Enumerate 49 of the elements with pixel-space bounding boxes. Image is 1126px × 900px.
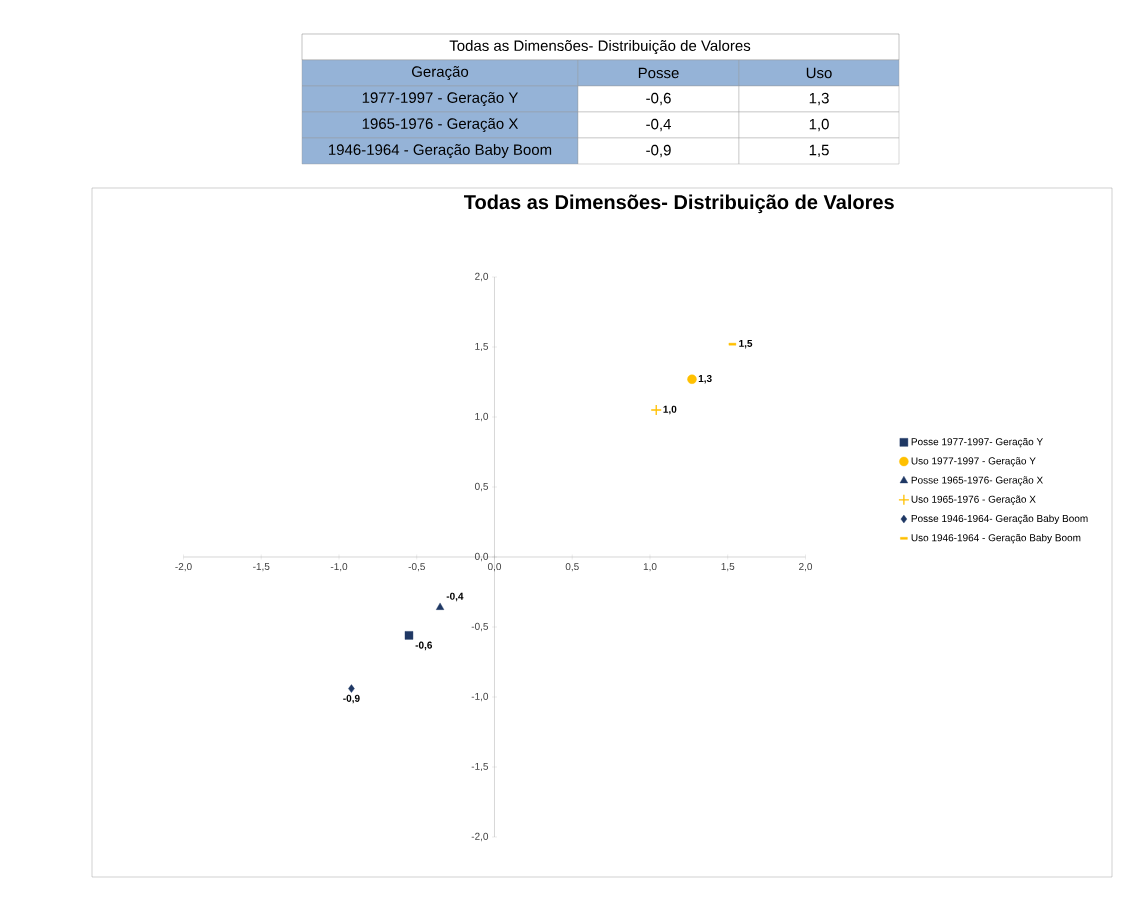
x-tick-label: -0,5	[408, 563, 425, 572]
y-tick-label: 1,5	[475, 342, 489, 352]
point	[404, 631, 414, 640]
y-tick-label: 2,0	[475, 272, 489, 282]
text: Todas as Dimensões- Distribuição de Valores	[449, 39, 751, 55]
data-label: 1,3	[698, 374, 712, 384]
legend-label: Posse 1977-1997- Geração Y	[911, 437, 1043, 448]
text: 1,3	[809, 92, 829, 106]
text: 1,5	[809, 144, 829, 158]
data-label: 1,5	[739, 339, 753, 349]
x-tick-label: 1,5	[721, 563, 735, 572]
text: 1965-1976 - Geração X	[362, 118, 519, 132]
point	[687, 374, 697, 384]
data-label: -0,4	[446, 592, 464, 602]
y-tick-label: 0,5	[474, 482, 489, 492]
y-tick-label: -1,0	[471, 692, 489, 702]
legend-label: Posse 1965-1976- Geração X	[911, 476, 1043, 486]
text: Posse	[638, 67, 679, 79]
x-tick-label: 0,5	[565, 563, 579, 572]
x-tick-label: -2,0	[175, 563, 192, 572]
text: -0,4	[646, 118, 671, 132]
point	[435, 602, 445, 610]
legend-label: Posse 1946-1964- Geração Baby Boom	[911, 514, 1088, 525]
y-tick-label: -0,5	[471, 622, 489, 632]
text: 1946-1964 - Geração Baby Boom	[329, 143, 552, 159]
text: 1,0	[809, 118, 829, 132]
data-label: -0,6	[415, 641, 433, 651]
legend-label: Uso 1946-1964 - Geração Baby Boom	[911, 533, 1081, 544]
data-label: -0,9	[343, 694, 360, 704]
y-tick-label: -1,5	[471, 762, 489, 772]
legend-label: Uso 1977-1997 - Geração Y	[911, 457, 1036, 467]
x-tick-label: 1,0	[643, 563, 657, 572]
text: -0,6	[646, 92, 671, 106]
point	[348, 684, 355, 693]
text: -0,9	[646, 144, 671, 158]
x-tick-label: 2,0	[799, 563, 813, 572]
x-tick-label: -1,0	[330, 563, 348, 572]
text: Geração	[411, 66, 469, 80]
legend-label: Uso 1965-1976 - Geração X	[911, 495, 1036, 505]
text: 1977-1997 - Geração Y	[362, 92, 519, 106]
y-tick-label: -2,0	[471, 832, 489, 842]
chart-title: Todas as Dimensões- Distribuição de Valores	[464, 194, 894, 214]
data-label: 1,0	[663, 405, 677, 415]
x-tick-label: 0,0	[487, 563, 502, 572]
y-tick-label: 1,0	[475, 412, 489, 422]
point	[650, 404, 662, 416]
text: Uso	[806, 67, 832, 79]
x-tick-label: -1,5	[253, 563, 270, 572]
y-tick-label: 0,0	[474, 552, 489, 562]
